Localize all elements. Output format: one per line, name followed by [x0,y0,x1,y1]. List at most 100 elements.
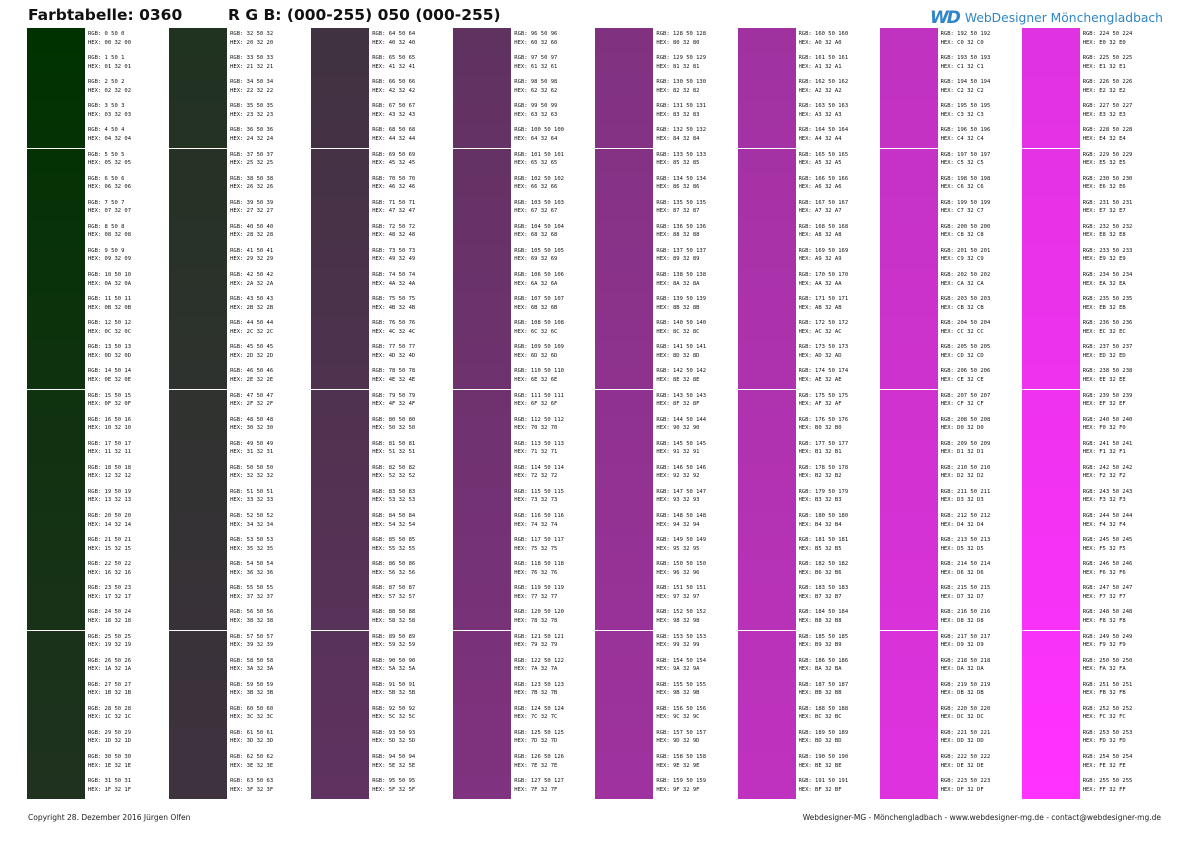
color-swatch [27,606,86,631]
color-row: RGB: 245 50 245 HEX: F5 32 F5 [1021,534,1160,559]
color-swatch [737,606,797,631]
color-row: RGB: 239 50 239 HEX: EF 32 EF [1021,389,1160,414]
rgb-value: RGB: 135 50 135 [656,199,707,206]
color-swatch [311,269,371,293]
color-swatch [737,389,797,414]
hex-value: HEX: 34 32 34 [230,521,274,528]
rgb-value: RGB: 185 50 185 [798,633,849,640]
hex-value: HEX: 55 32 55 [372,545,416,552]
color-row: RGB: 140 50 140 HEX: 8C 32 8C [595,317,734,342]
rgb-value: RGB: 170 50 170 [798,272,849,278]
hex-value: HEX: CD 32 CD [940,352,984,359]
color-swatch [169,630,229,655]
color-code: RGB: 249 50 249 HEX: F9 32 F9 [1083,633,1160,650]
rgb-value: RGB: 248 50 248 [1082,609,1133,616]
color-row: RGB: 24 50 24 HEX: 18 32 18 [27,606,165,631]
color-swatch [453,485,513,510]
color-swatch [311,510,371,534]
color-code: RGB: 24 50 24 HEX: 18 32 18 [88,608,165,625]
hex-value: HEX: CA 32 CA [940,280,984,287]
hex-value: HEX: 5C 32 5C [372,714,416,721]
color-row: RGB: 238 50 238 HEX: EE 32 EE [1021,365,1160,390]
color-code: RGB: 143 50 143 HEX: 8F 32 8F [656,392,733,409]
rgb-value: RGB: 254 50 254 [1082,754,1133,760]
brand-logo[interactable]: WD WebDesigner Mönchengladbach [930,7,1163,29]
color-row: RGB: 139 50 139 HEX: 8B 32 8B [595,293,734,318]
rgb-value: RGB: 14 50 14 [88,368,132,375]
color-row: RGB: 0 50 0 HEX: 00 32 00 [27,28,165,52]
rgb-value: RGB: 188 50 188 [798,705,849,712]
color-row: RGB: 23 50 23 HEX: 17 32 17 [27,582,165,607]
color-swatch [595,172,655,197]
color-row: RGB: 173 50 173 HEX: AD 32 AD [737,341,876,366]
color-code: RGB: 122 50 122 HEX: 7A 32 7A [514,657,591,674]
color-row: RGB: 184 50 184 HEX: B8 32 B8 [737,606,876,631]
color-code: RGB: 193 50 193 HEX: C1 32 C1 [941,54,1018,71]
color-swatch [311,76,371,101]
hex-value: HEX: 66 32 66 [514,184,558,191]
rgb-value: RGB: 95 50 95 [372,778,416,785]
rgb-value: RGB: 165 50 165 [798,151,849,158]
color-swatch [879,148,939,173]
color-row: RGB: 58 50 58 HEX: 3A 32 3A [169,654,308,679]
rgb-value: RGB: 50 50 50 [230,464,274,471]
color-row: RGB: 227 50 227 HEX: E3 32 E3 [1021,100,1160,125]
color-row: RGB: 157 50 157 HEX: 9D 32 9D [595,726,734,751]
color-row: RGB: 65 50 65 HEX: 41 32 41 [311,52,450,77]
color-row: RGB: 10 50 10 HEX: 0A 32 0A [27,269,165,293]
color-swatch [737,76,797,101]
color-code: RGB: 120 50 120 HEX: 78 32 78 [514,608,591,625]
hex-value: HEX: 43 32 43 [372,111,416,118]
hex-value: HEX: 6A 32 6A [514,280,558,287]
color-code: RGB: 247 50 247 HEX: F7 32 F7 [1083,584,1160,601]
color-swatch [311,558,371,583]
hex-value: HEX: 17 32 17 [88,593,132,600]
color-code: RGB: 91 50 91 HEX: 5B 32 5B [372,681,449,698]
color-row: RGB: 113 50 113 HEX: 71 32 71 [453,437,592,462]
rgb-value: RGB: 118 50 118 [514,561,564,568]
color-row: RGB: 54 50 54 HEX: 36 32 36 [169,558,308,583]
color-code: RGB: 183 50 183 HEX: B7 32 B7 [799,584,876,601]
color-code: RGB: 226 50 226 HEX: E2 32 E2 [1083,78,1160,95]
color-swatch [169,365,229,390]
color-row: RGB: 78 50 78 HEX: 4E 32 4E [311,365,450,390]
color-code: RGB: 179 50 179 HEX: B3 32 B3 [799,488,876,505]
color-row: RGB: 116 50 116 HEX: 74 32 74 [453,510,592,534]
color-row: RGB: 161 50 161 HEX: A1 32 A1 [737,52,876,77]
color-swatch [169,196,229,221]
hex-value: HEX: 5E 32 5E [372,762,416,769]
hex-value: HEX: 53 32 53 [372,497,416,504]
color-swatch [737,317,797,342]
color-code: RGB: 63 50 63 HEX: 3F 32 3F [230,777,307,794]
color-code: RGB: 177 50 177 HEX: B1 32 B1 [799,440,876,457]
hex-value: HEX: F8 32 F8 [1082,617,1126,624]
hex-value: HEX: 99 32 99 [656,642,700,648]
color-code: RGB: 129 50 129 HEX: 81 32 81 [656,54,733,71]
rgb-value: RGB: 22 50 22 [88,561,132,568]
color-row: RGB: 90 50 90 HEX: 5A 32 5A [311,654,450,679]
color-row: RGB: 104 50 104 HEX: 68 32 68 [453,220,592,245]
hex-value: HEX: 54 32 54 [372,521,416,528]
rgb-value: RGB: 216 50 216 [940,609,991,616]
color-code: RGB: 69 50 69 HEX: 45 32 45 [372,151,449,168]
color-row: RGB: 30 50 30 HEX: 1E 32 1E [27,751,165,775]
color-row: RGB: 53 50 53 HEX: 35 32 35 [169,534,308,559]
rgb-value: RGB: 96 50 96 [514,31,558,37]
color-code: RGB: 227 50 227 HEX: E3 32 E3 [1083,102,1160,119]
rgb-value: RGB: 3 50 3 [88,103,125,110]
color-swatch [169,389,229,414]
color-swatch [453,148,513,173]
rgb-value: RGB: 52 50 52 [230,513,274,519]
color-code: RGB: 96 50 96 HEX: 60 32 60 [514,30,591,47]
rgb-value: RGB: 7 50 7 [88,199,125,206]
rgb-value: RGB: 29 50 29 [88,729,132,736]
color-swatch [27,775,86,800]
hex-value: HEX: 85 32 85 [656,160,700,166]
hex-value: HEX: 1F 32 1F [88,786,132,793]
color-swatch [737,702,797,727]
hex-value: HEX: E7 32 E7 [1082,208,1126,215]
color-swatch [1021,100,1081,125]
color-code: RGB: 4 50 4 HEX: 04 32 04 [88,126,165,143]
color-row: RGB: 119 50 119 HEX: 77 32 77 [453,582,592,607]
hex-value: HEX: 4F 32 4F [372,401,416,407]
